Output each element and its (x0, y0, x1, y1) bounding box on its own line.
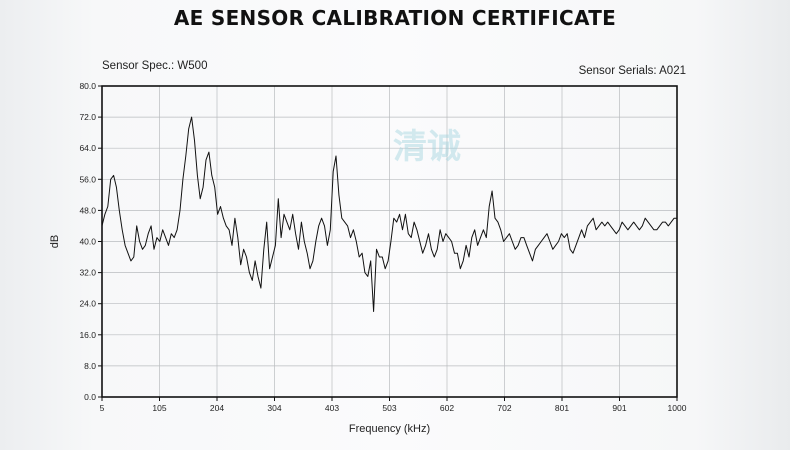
y-tick-label: 40.0 (79, 237, 96, 247)
x-tick-label: 5 (100, 403, 105, 413)
sensor-spec-label: Sensor Spec.: W500 (102, 60, 208, 72)
y-tick-label: 80.0 (79, 81, 96, 91)
y-axis-label: dB (49, 235, 61, 248)
x-tick-label: 503 (382, 403, 396, 413)
x-tick-label: 702 (497, 403, 511, 413)
x-tick-label: 204 (210, 403, 224, 413)
sensor-serials-label: Sensor Serials: A021 (578, 65, 686, 77)
chart-series (101, 116, 677, 312)
chart-grid (102, 86, 677, 397)
x-tick-label: 304 (267, 403, 281, 413)
y-tick-label: 64.0 (79, 143, 96, 153)
watermark-text: 清诚 (393, 127, 461, 167)
x-tick-label: 901 (612, 403, 626, 413)
series-line (101, 116, 677, 312)
y-axis-ticks: 0.0 8.0 16.0 24.0 32.0 40.0 48.0 56.0 64.0 72.0 80… (79, 81, 102, 402)
y-tick-label: 48.0 (79, 205, 96, 215)
x-axis-label: Frequency (kHz) (349, 423, 430, 435)
y-tick-label: 16.0 (79, 330, 96, 340)
y-tick-label: 8.0 (84, 361, 96, 371)
x-tick-label: 801 (555, 403, 569, 413)
y-tick-label: 56.0 (79, 174, 96, 184)
x-axis-ticks: 5 105 204 304 403 503 602 702 801 901 1000 (100, 397, 687, 413)
x-tick-label: 1000 (668, 403, 687, 413)
x-tick-label: 105 (152, 403, 166, 413)
y-tick-label: 24.0 (79, 299, 96, 309)
x-tick-label: 602 (440, 403, 454, 413)
y-tick-label: 32.0 (79, 268, 96, 278)
y-tick-label: 72.0 (79, 112, 96, 122)
y-tick-label: 0.0 (84, 392, 96, 402)
x-tick-label: 403 (325, 403, 339, 413)
certificate-title: AE SENSOR CALIBRATION CERTIFICATE (173, 6, 617, 30)
